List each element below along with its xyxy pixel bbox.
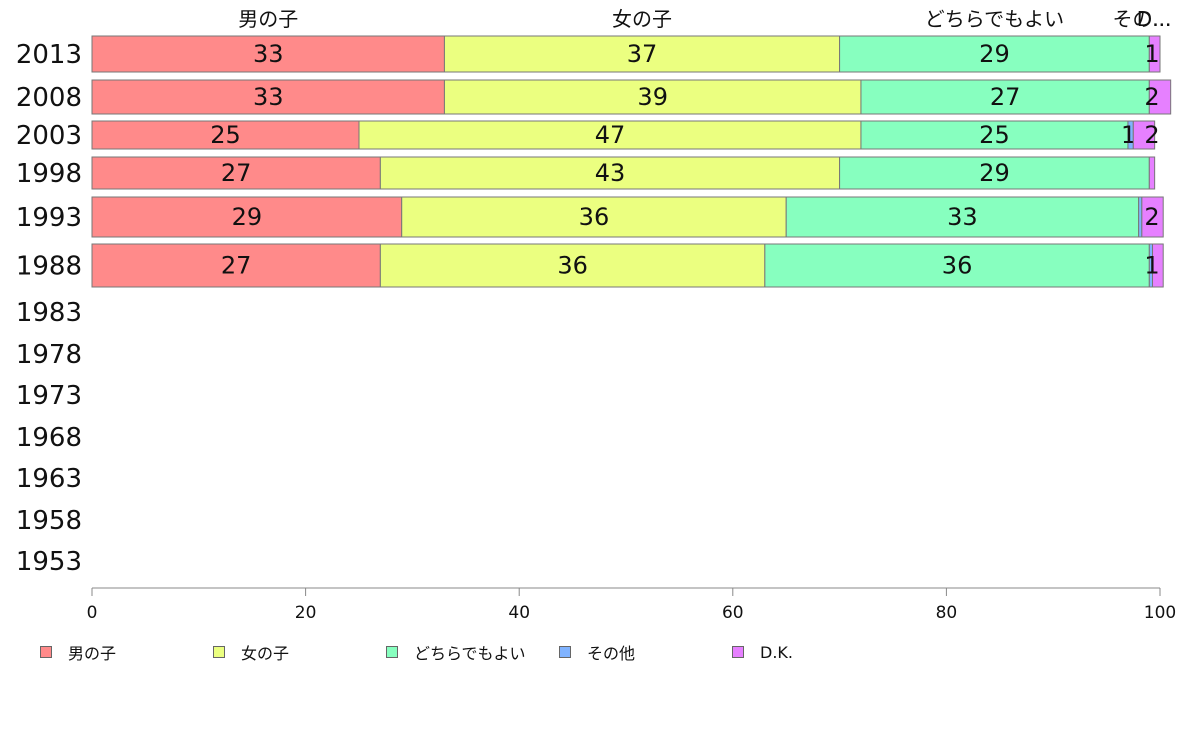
- bar-value-label: 33: [253, 83, 284, 111]
- year-label: 1953: [16, 547, 82, 577]
- bar-segment: [443, 79, 862, 115]
- bar-value-label: 1: [1121, 121, 1136, 149]
- bar-segment: [1141, 196, 1164, 238]
- series-header-label: どちらでもよい: [925, 7, 1064, 31]
- bar-value-label: 29: [232, 203, 263, 231]
- bar-segment: [379, 243, 766, 288]
- bar-segment: [1152, 243, 1164, 288]
- bar-segment: [785, 196, 1140, 238]
- year-label: 1973: [16, 381, 82, 411]
- bar-segment: [91, 156, 381, 190]
- bar-value-label: 25: [979, 121, 1010, 149]
- bar-segment: [1148, 35, 1161, 73]
- bar-segment: [764, 243, 1150, 288]
- bar-value-label: 43: [595, 159, 626, 187]
- bar-value-label: 33: [253, 40, 284, 68]
- x-tick-label: 100: [1144, 603, 1176, 623]
- bar-segment: [91, 243, 381, 288]
- bar-segment: [1148, 156, 1156, 190]
- year-label: 2003: [16, 121, 82, 151]
- year-label: 1978: [16, 340, 82, 370]
- series-header-label: その...: [1112, 7, 1171, 31]
- legend-swatch: [40, 646, 52, 658]
- year-label: 1993: [16, 203, 82, 233]
- bar-value-label: 36: [557, 252, 588, 280]
- bar-value-label: 37: [627, 40, 658, 68]
- year-label: 1988: [16, 252, 82, 282]
- legend: 男の子 女の子 どちらでもよい その他 D.K.: [40, 640, 1160, 664]
- bar-segment: [358, 120, 862, 150]
- bar-value-label: 2: [1144, 121, 1159, 149]
- bar-segment: [379, 156, 841, 190]
- series-header-label: 女の子: [612, 7, 672, 31]
- bar-segment: [1148, 79, 1172, 115]
- year-label: 1963: [16, 464, 82, 494]
- bar-value-label: 27: [221, 252, 252, 280]
- bar-segment: [839, 156, 1150, 190]
- x-tick-label: 60: [722, 603, 744, 623]
- bar-value-label: 2: [1144, 83, 1159, 111]
- bar-value-label: 36: [579, 203, 610, 231]
- series-header-label: 男の子: [238, 7, 298, 31]
- legend-label: D.K.: [760, 642, 793, 662]
- bar-value-label: 47: [595, 121, 626, 149]
- bar-segment: [91, 79, 445, 115]
- bar-segment: [1132, 120, 1156, 150]
- legend-swatch: [213, 646, 225, 658]
- legend-item: どちらでもよい: [386, 640, 526, 664]
- bar-segment: [91, 120, 360, 150]
- bar-segment: [443, 35, 841, 73]
- bar-segment: [401, 196, 787, 238]
- legend-label: その他: [587, 644, 636, 663]
- legend-swatch: [732, 646, 744, 658]
- bar-value-label: 27: [221, 159, 252, 187]
- legend-swatch: [386, 646, 398, 658]
- bar-value-label: 2: [1144, 203, 1159, 231]
- x-tick-label: 80: [936, 603, 958, 623]
- year-label: 1983: [16, 298, 82, 328]
- bar-value-label: 29: [979, 40, 1010, 68]
- legend-item: その他: [559, 640, 635, 664]
- bar-segment: [860, 79, 1150, 115]
- bar-value-label: 27: [990, 83, 1021, 111]
- year-label: 2008: [16, 83, 82, 113]
- legend-label: どちらでもよい: [414, 644, 526, 663]
- x-tick-label: 0: [87, 603, 98, 623]
- bar-value-label: 1: [1144, 40, 1159, 68]
- legend-item: 女の子: [213, 640, 289, 664]
- year-label: 2013: [16, 40, 82, 70]
- bar-value-label: 39: [637, 83, 668, 111]
- bar-segment: [91, 35, 445, 73]
- year-label: 1968: [16, 423, 82, 453]
- year-label: 1998: [16, 159, 82, 189]
- legend-item: D.K.: [732, 640, 793, 664]
- bar-value-label: 33: [947, 203, 978, 231]
- legend-label: 男の子: [68, 644, 117, 663]
- bar-segment: [91, 196, 403, 238]
- year-label: 1958: [16, 506, 82, 536]
- x-tick-label: 20: [295, 603, 317, 623]
- series-header-label: D...: [1137, 7, 1171, 31]
- bar-value-label: 29: [979, 159, 1010, 187]
- x-tick-label: 40: [508, 603, 530, 623]
- stacked-bar-chart: 男の子 女の子 どちらでもよい その...D... 2013 33 37 29 1 2008 33 3…: [16, 7, 1176, 623]
- bar-segment: [839, 35, 1150, 73]
- legend-label: 女の子: [241, 644, 290, 663]
- bar-value-label: 25: [210, 121, 241, 149]
- legend-swatch: [559, 646, 571, 658]
- legend-item: 男の子: [40, 640, 116, 664]
- bar-value-label: 36: [942, 252, 973, 280]
- bar-value-label: 1: [1144, 252, 1159, 280]
